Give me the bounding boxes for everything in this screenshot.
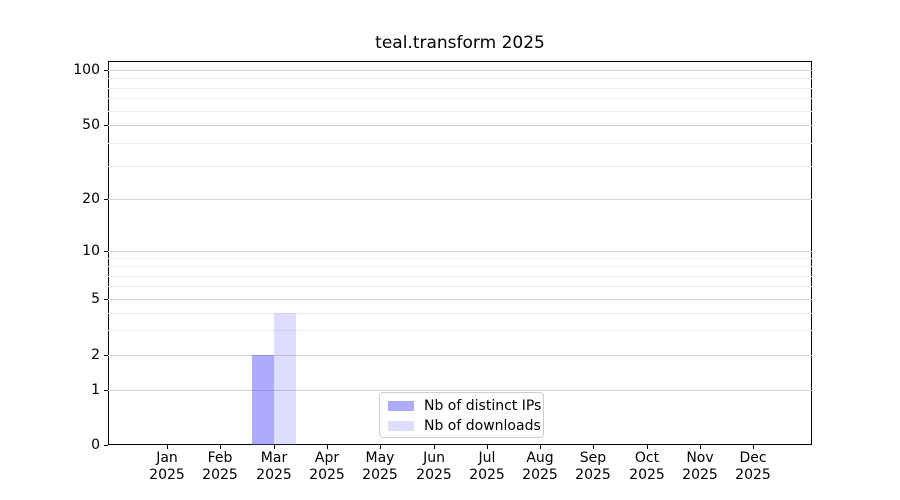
y-gridline-2 bbox=[108, 355, 812, 356]
y-gridline-minor-70 bbox=[108, 98, 812, 99]
bar-nb-of-downloads-mar bbox=[274, 313, 296, 445]
y-gridline-minor-8 bbox=[108, 266, 812, 267]
y-gridline-minor-6 bbox=[108, 286, 812, 287]
x-axis-tick-apr bbox=[327, 445, 328, 449]
chart-title: teal.transform 2025 bbox=[375, 33, 545, 53]
y-axis-tick-label-2: 2 bbox=[91, 347, 100, 363]
x-axis-tick-label-aug: Aug 2025 bbox=[522, 450, 558, 483]
x-axis-tick-may bbox=[380, 445, 381, 449]
y-gridline-20 bbox=[108, 199, 812, 200]
y-axis-tick-0 bbox=[104, 445, 108, 446]
x-axis-tick-label-may: May 2025 bbox=[362, 450, 398, 483]
y-axis-tick-100 bbox=[104, 70, 108, 71]
legend-label-downloads: Nb of downloads bbox=[424, 418, 541, 434]
plot-area bbox=[108, 61, 812, 445]
x-axis-tick-mar bbox=[274, 445, 275, 449]
x-axis-tick-label-mar: Mar 2025 bbox=[256, 450, 292, 483]
y-gridline-minor-90 bbox=[108, 78, 812, 79]
bar-nb-of-distinct-ips-mar bbox=[252, 355, 274, 445]
x-axis-tick-label-dec: Dec 2025 bbox=[735, 450, 771, 483]
x-axis-tick-label-jun: Jun 2025 bbox=[416, 450, 452, 483]
y-gridline-5 bbox=[108, 299, 812, 300]
legend-swatch-distinct-ips-icon bbox=[388, 401, 414, 411]
y-axis-tick-2 bbox=[104, 355, 108, 356]
y-gridline-minor-80 bbox=[108, 88, 812, 89]
x-axis-tick-nov bbox=[700, 445, 701, 449]
y-gridline-50 bbox=[108, 125, 812, 126]
y-axis-tick-label-1: 1 bbox=[91, 382, 100, 398]
y-gridline-1 bbox=[108, 390, 812, 391]
y-axis-tick-label-20: 20 bbox=[82, 191, 100, 207]
y-axis-tick-label-100: 100 bbox=[73, 62, 100, 78]
x-axis-tick-label-apr: Apr 2025 bbox=[309, 450, 345, 483]
legend-swatch-downloads-icon bbox=[388, 421, 414, 431]
y-gridline-minor-60 bbox=[108, 111, 812, 112]
y-axis-tick-5 bbox=[104, 299, 108, 300]
y-axis-tick-label-10: 10 bbox=[82, 243, 100, 259]
x-axis-tick-label-nov: Nov 2025 bbox=[682, 450, 718, 483]
y-gridline-minor-9 bbox=[108, 258, 812, 259]
x-axis-tick-dec bbox=[753, 445, 754, 449]
y-axis-tick-1 bbox=[104, 390, 108, 391]
y-axis-tick-label-5: 5 bbox=[91, 291, 100, 307]
x-axis-tick-jul bbox=[487, 445, 488, 449]
x-axis-tick-label-jan: Jan 2025 bbox=[149, 450, 185, 483]
legend: Nb of distinct IPs Nb of downloads bbox=[379, 392, 544, 438]
legend-entry-distinct-ips: Nb of distinct IPs bbox=[380, 396, 543, 416]
x-axis-tick-label-feb: Feb 2025 bbox=[202, 450, 238, 483]
x-axis-tick-feb bbox=[220, 445, 221, 449]
y-axis-tick-50 bbox=[104, 125, 108, 126]
y-gridline-minor-3 bbox=[108, 330, 812, 331]
legend-label-distinct-ips: Nb of distinct IPs bbox=[424, 398, 542, 414]
x-axis-tick-oct bbox=[647, 445, 648, 449]
y-gridline-minor-7 bbox=[108, 276, 812, 277]
x-axis-tick-jan bbox=[167, 445, 168, 449]
y-gridline-minor-4 bbox=[108, 313, 812, 314]
y-gridline-minor-40 bbox=[108, 143, 812, 144]
y-gridline-minor-30 bbox=[108, 166, 812, 167]
y-axis-tick-label-0: 0 bbox=[91, 437, 100, 453]
x-axis-tick-label-jul: Jul 2025 bbox=[469, 450, 505, 483]
y-axis-tick-10 bbox=[104, 251, 108, 252]
y-axis-tick-20 bbox=[104, 199, 108, 200]
x-axis-tick-sep bbox=[593, 445, 594, 449]
x-axis-tick-label-oct: Oct 2025 bbox=[629, 450, 665, 483]
y-gridline-100 bbox=[108, 70, 812, 71]
y-axis-tick-label-50: 50 bbox=[82, 117, 100, 133]
y-gridline-10 bbox=[108, 251, 812, 252]
x-axis-tick-aug bbox=[540, 445, 541, 449]
legend-entry-downloads: Nb of downloads bbox=[380, 416, 543, 436]
x-axis-tick-jun bbox=[434, 445, 435, 449]
x-axis-tick-label-sep: Sep 2025 bbox=[575, 450, 611, 483]
